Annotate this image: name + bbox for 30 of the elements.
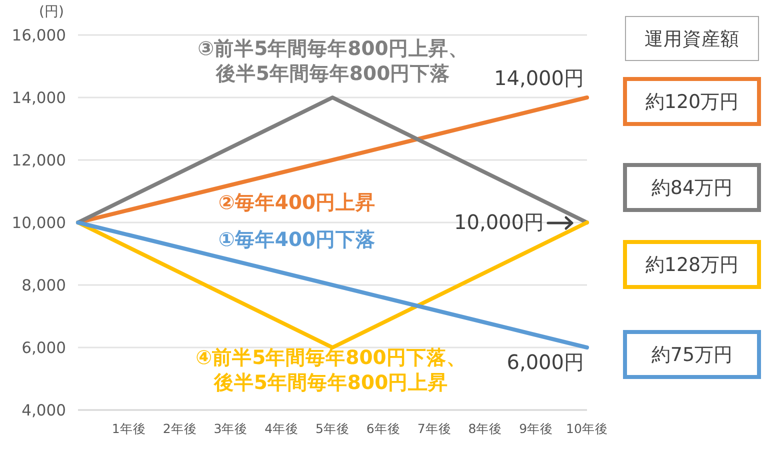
text: 約128万円	[645, 252, 739, 278]
series-label: ④前半5年間毎年800円下落、後半5年間毎年800円上昇	[196, 346, 466, 394]
y-tick-label: 8,000	[22, 276, 66, 295]
x-tick-label: 1年後	[112, 420, 146, 436]
text: 運用資産額	[644, 28, 740, 51]
series-label: ①毎年400円下落	[218, 228, 376, 251]
series-label: ②毎年400円上昇	[218, 191, 376, 214]
annotation: 6,000円	[506, 350, 584, 374]
series-label: ③前半5年間毎年800円上昇、後半5年間毎年800円下落	[198, 37, 468, 85]
x-tick-label: 4年後	[264, 420, 299, 436]
annotation: 10,000円	[454, 210, 544, 234]
y-tick-label: 6,000	[22, 339, 66, 358]
x-tick-label: 6年後	[366, 420, 400, 436]
y-tick-label: 10,000	[12, 214, 66, 232]
y-tick-label: 14,000	[12, 89, 66, 108]
x-tick-label: 5年後	[316, 420, 350, 436]
annotation: 14,000円	[494, 66, 584, 90]
text: 約120万円	[645, 90, 739, 114]
y-axis-title: (円)	[39, 4, 64, 20]
x-tick-label: 3年後	[214, 420, 248, 436]
y-tick-label: 12,000	[12, 152, 66, 170]
text: 約84万円	[651, 176, 733, 200]
x-tick-label: 8年後	[468, 420, 502, 436]
y-tick-label: 4,000	[22, 402, 66, 420]
x-tick-label: 9年後	[519, 420, 554, 436]
x-tick-label: 7年後	[417, 420, 452, 436]
text: 約75万円	[651, 342, 733, 368]
y-tick-label: 16,000	[12, 26, 66, 44]
x-tick-label: 2年後	[162, 420, 197, 436]
x-tick-label: 10年後	[566, 420, 608, 436]
